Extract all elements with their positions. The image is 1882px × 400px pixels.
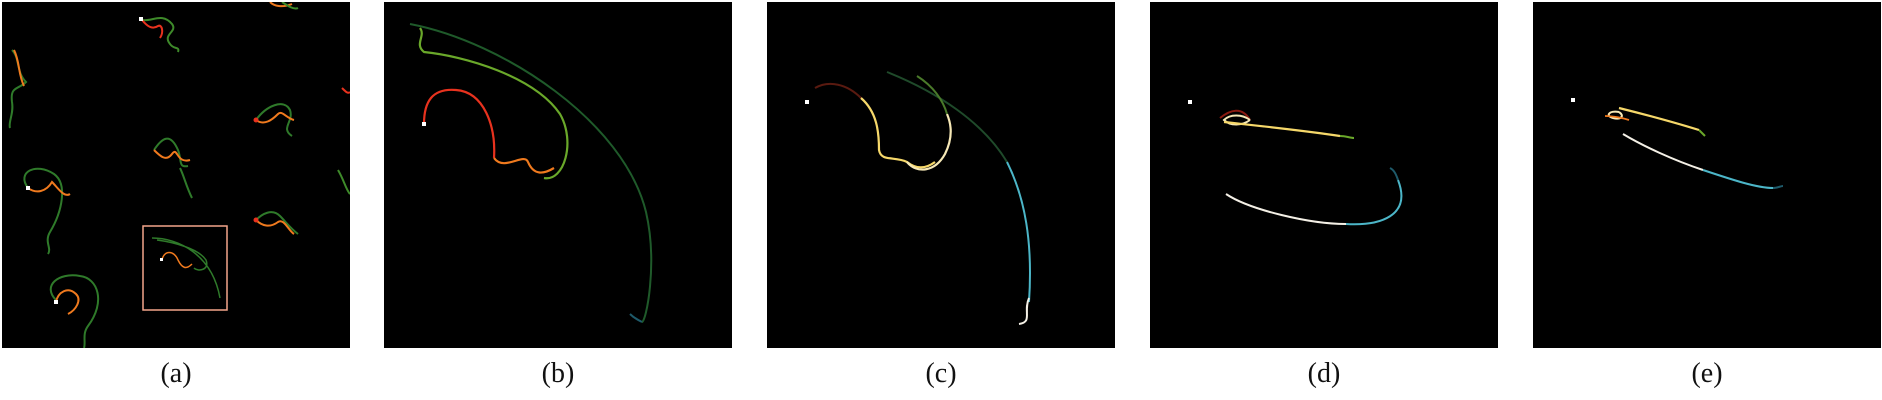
trajectory-c-outer-dark — [886, 71, 1008, 163]
caption-c: (c) — [925, 358, 957, 389]
trajectory-a7-orange — [27, 180, 71, 196]
trajectory-b-outer-tail — [629, 313, 643, 323]
start-marker — [1571, 98, 1575, 102]
trajectory-a2-green — [281, 2, 299, 10]
trajectory-a1-red — [141, 19, 164, 39]
trajectory-c-red-fade — [814, 82, 862, 99]
trajectory-a8-orange — [255, 219, 295, 235]
start-marker-a7 — [26, 186, 30, 190]
panel-a — [2, 2, 350, 348]
caption-e: (e) — [1691, 358, 1723, 389]
start-marker — [422, 122, 426, 126]
trajectory-b-red — [422, 88, 496, 159]
trajectory-c-white — [906, 113, 952, 171]
start-marker-a10 — [160, 258, 163, 261]
panel-c — [767, 2, 1115, 348]
trajectory-a10-orange — [161, 251, 193, 269]
start-marker-a4 — [253, 117, 259, 123]
trajectory-d-upper-green — [1339, 135, 1355, 139]
trajectory-d-lower-teal — [1345, 179, 1403, 226]
trajectory-e-upper-orange — [1604, 115, 1630, 121]
trajectory-a6-orange — [153, 149, 191, 162]
trajectory-c-outer-white — [1018, 297, 1030, 325]
caption-b: (b) — [541, 358, 575, 389]
trajectory-d-lower-dark — [1389, 167, 1399, 181]
trajectory-c-yellow — [860, 97, 936, 169]
trajectory-c-green-fade — [916, 75, 948, 115]
trajectory-e-lower-white — [1622, 133, 1704, 171]
trajectory-b-orange — [493, 157, 555, 174]
trajectory-d-lower-white — [1225, 193, 1347, 225]
trajectory-a9 — [337, 169, 350, 195]
trajectory-a8-green — [255, 211, 299, 235]
panel-e-canvas — [1571, 98, 1784, 189]
caption-a: (a) — [160, 358, 192, 389]
panel-d — [1150, 2, 1498, 348]
trajectory-a11-green — [49, 274, 99, 348]
trajectory-e-upper-yellow — [1618, 106, 1700, 132]
panel-c-canvas — [805, 71, 1032, 325]
panel-a-canvas — [8, 2, 350, 348]
trajectory-a5 — [341, 87, 350, 94]
panel-b — [384, 2, 732, 348]
trajectory-a6-green — [153, 137, 189, 168]
trajectory-a6-green2 — [179, 167, 193, 199]
trajectory-a10-green — [151, 237, 221, 299]
trajectory-a3-orange — [13, 49, 25, 87]
start-marker — [139, 17, 143, 21]
trajectory-e-upper-green — [1698, 129, 1706, 137]
trajectory-a11-orange — [55, 289, 80, 315]
trajectory-a4-green — [255, 103, 293, 137]
start-marker-a11 — [54, 300, 58, 304]
panel-b-canvas — [409, 23, 653, 323]
highlight-box — [142, 225, 228, 311]
start-marker-a8 — [253, 217, 259, 223]
trajectory-b-green — [418, 27, 569, 180]
trajectory-e-upper-white — [1607, 110, 1623, 120]
trajectory-c-outer-teal — [1006, 161, 1032, 303]
trajectory-e-lower-teal — [1702, 169, 1774, 189]
trajectory-d-upper-red — [1219, 109, 1251, 121]
trajectory-a7-green — [23, 167, 64, 255]
trajectory-a4-orange — [255, 111, 295, 124]
trajectory-a1-green — [141, 16, 180, 53]
caption-d: (d) — [1307, 358, 1341, 389]
start-marker — [805, 100, 809, 104]
panel-d-canvas — [1188, 100, 1403, 226]
trajectory-a2 — [269, 2, 293, 8]
trajectory-e-lower-dark — [1772, 185, 1784, 189]
panel-e — [1533, 2, 1881, 348]
start-marker — [1188, 100, 1192, 104]
trajectory-d-upper-yellow — [1223, 120, 1341, 138]
trajectory-b-outer — [409, 23, 653, 323]
